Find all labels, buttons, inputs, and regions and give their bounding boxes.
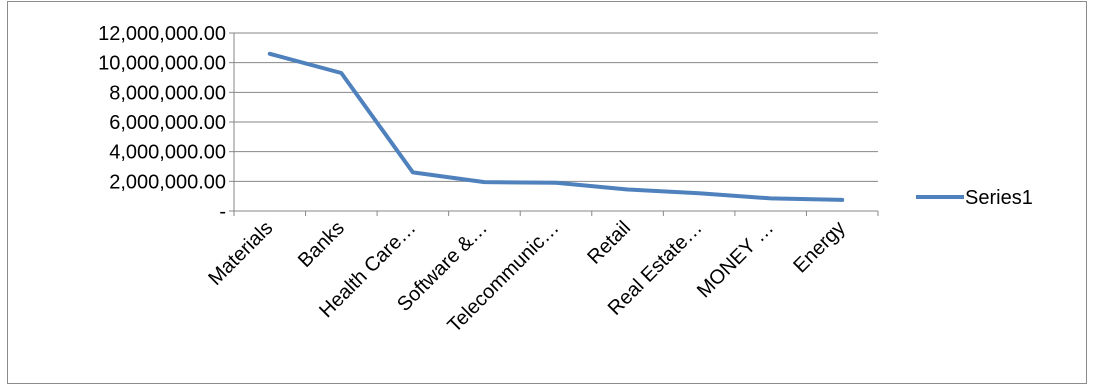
- y-tick-label: -: [219, 201, 226, 223]
- gridlines: [234, 32, 878, 182]
- y-tick-label: 4,000,000.00: [109, 142, 226, 164]
- y-tick-labels: - 2,000,000.00 4,000,000.00 6,000,000.00 8,0…: [98, 23, 226, 223]
- legend: Series1: [916, 187, 1033, 209]
- x-tick-label: Energy: [789, 217, 849, 277]
- x-tick-label: Materials: [204, 217, 277, 290]
- series-lines: [267, 51, 845, 202]
- y-tick-label: 10,000,000.00: [98, 53, 226, 75]
- y-tick-label: 2,000,000.00: [109, 171, 226, 193]
- series-line: [267, 51, 845, 202]
- legend-entry: Series1: [965, 187, 1033, 209]
- x-tick-label: MONEY …: [693, 217, 778, 302]
- axes: [229, 32, 879, 216]
- x-tick-label: Retail: [583, 217, 635, 269]
- chart-frame: [7, 1, 1087, 384]
- y-tick-label: 6,000,000.00: [109, 112, 226, 134]
- x-tick-label: Banks: [294, 217, 349, 272]
- y-tick-label: 8,000,000.00: [109, 82, 226, 104]
- y-tick-label: 12,000,000.00: [98, 23, 226, 45]
